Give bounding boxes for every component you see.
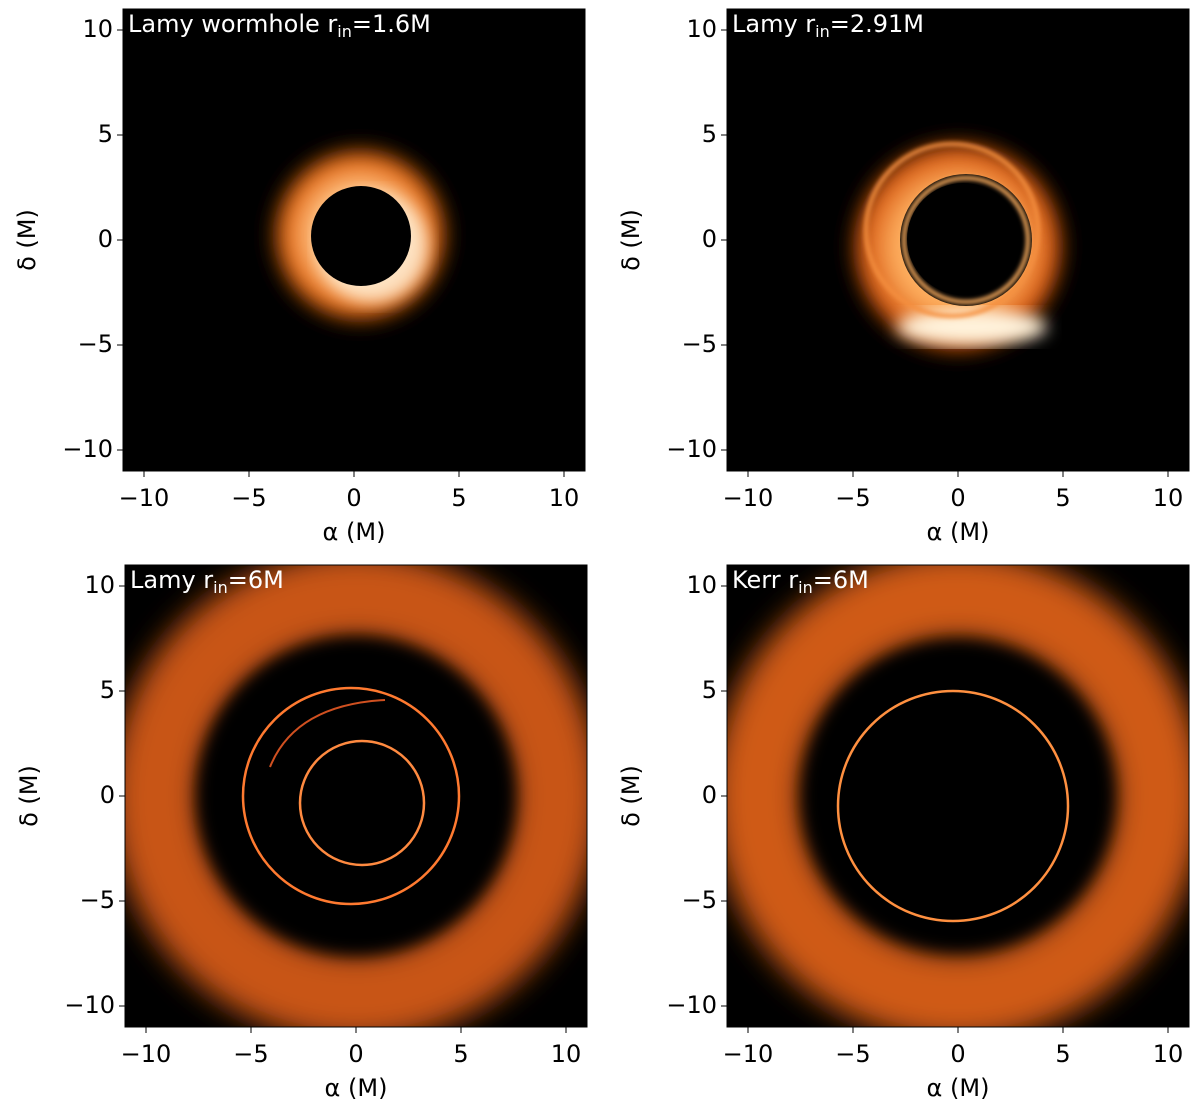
title-sub: in <box>798 578 813 597</box>
x-axis-label: α (M) <box>325 1074 388 1102</box>
title-sub: in <box>337 22 352 41</box>
x-tick-label: 5 <box>453 1040 468 1068</box>
y-tick-label: 5 <box>702 676 717 704</box>
image-content <box>260 135 460 335</box>
y-tick-label: −10 <box>62 435 113 463</box>
x-tick-label: 0 <box>346 484 361 512</box>
y-tick-label: 5 <box>702 120 717 148</box>
y-tick-label: 10 <box>82 15 113 43</box>
x-tick-label: 10 <box>1153 1040 1184 1068</box>
x-tick-label: −5 <box>231 484 266 512</box>
y-axis-label: δ (M) <box>617 209 645 271</box>
panel: −10 −5 0 5 10 −10 −5 0 5 10 α (M) δ (M) Kerr rin=6M <box>617 564 1190 1102</box>
x-tick-label: 10 <box>1153 484 1184 512</box>
y-tick-label: 5 <box>100 676 115 704</box>
y-axis-label: δ (M) <box>13 209 41 271</box>
x-tick-label: 0 <box>950 484 965 512</box>
title-main: Lamy r <box>732 10 815 38</box>
y-tick-label: −10 <box>666 991 717 1019</box>
panel-title: Lamy wormhole rin=1.6M <box>128 10 431 41</box>
y-tick-label: 10 <box>84 571 115 599</box>
x-tick-label: 5 <box>1055 1040 1070 1068</box>
image <box>727 565 1189 1027</box>
x-tick-label: 10 <box>551 1040 582 1068</box>
y-tick-label: 0 <box>100 781 115 809</box>
x-tick-label: −10 <box>121 1040 172 1068</box>
panel-title: Kerr rin=6M <box>732 566 869 597</box>
x-tick-label: 5 <box>451 484 466 512</box>
image <box>727 9 1189 471</box>
x-tick-label: −5 <box>835 484 870 512</box>
panel-title: Lamy rin=2.91M <box>732 10 924 41</box>
y-tick-label: −5 <box>80 886 115 914</box>
x-tick-label: 0 <box>950 1040 965 1068</box>
y-tick-label: −5 <box>78 330 113 358</box>
x-tick-label: −10 <box>119 484 170 512</box>
image <box>123 9 585 471</box>
x-axis-label: α (M) <box>927 518 990 546</box>
y-tick-label: 0 <box>98 225 113 253</box>
y-axis-label: δ (M) <box>15 765 43 827</box>
image-content <box>840 129 1076 365</box>
title-rest: =1.6M <box>352 10 431 38</box>
y-tick-label: 0 <box>702 781 717 809</box>
image-content <box>125 565 587 1027</box>
title-rest: =6M <box>813 566 869 594</box>
title-rest: =6M <box>228 566 284 594</box>
x-tick-label: −10 <box>723 484 774 512</box>
y-tick-label: 10 <box>686 571 717 599</box>
panel: −10 −5 0 5 10 −10 −5 0 5 10 α (M) δ (M) Lamy rin=2.9… <box>617 8 1190 546</box>
x-tick-label: −5 <box>233 1040 268 1068</box>
x-axis-label: α (M) <box>927 1074 990 1102</box>
x-axis-label: α (M) <box>323 518 386 546</box>
panel: −10 −5 0 5 10 −10 −5 0 5 10 α (M) δ (M) Lamy rin=6M <box>15 564 588 1102</box>
x-tick-label: −5 <box>835 1040 870 1068</box>
x-tick-label: 5 <box>1055 484 1070 512</box>
title-rest: =2.91M <box>830 10 924 38</box>
x-tick-label: 0 <box>348 1040 363 1068</box>
image-content <box>727 565 1189 1027</box>
y-tick-label: −10 <box>666 435 717 463</box>
y-axis-label: δ (M) <box>617 765 645 827</box>
title-main: Lamy r <box>130 566 213 594</box>
y-tick-label: −5 <box>682 886 717 914</box>
panel: −10 −5 0 5 10 −10 −5 0 5 10 α (M) δ (M) Lamy wormhol… <box>13 8 586 546</box>
title-sub: in <box>815 22 830 41</box>
y-tick-label: −5 <box>682 330 717 358</box>
panel-title: Lamy rin=6M <box>130 566 284 597</box>
title-sub: in <box>213 578 228 597</box>
y-tick-label: −10 <box>64 991 115 1019</box>
title-main: Lamy wormhole r <box>128 10 337 38</box>
x-tick-label: 10 <box>549 484 580 512</box>
x-tick-label: −10 <box>723 1040 774 1068</box>
y-tick-label: 10 <box>686 15 717 43</box>
y-tick-label: 0 <box>702 225 717 253</box>
y-tick-label: 5 <box>98 120 113 148</box>
title-main: Kerr r <box>732 566 798 594</box>
image <box>125 565 587 1027</box>
